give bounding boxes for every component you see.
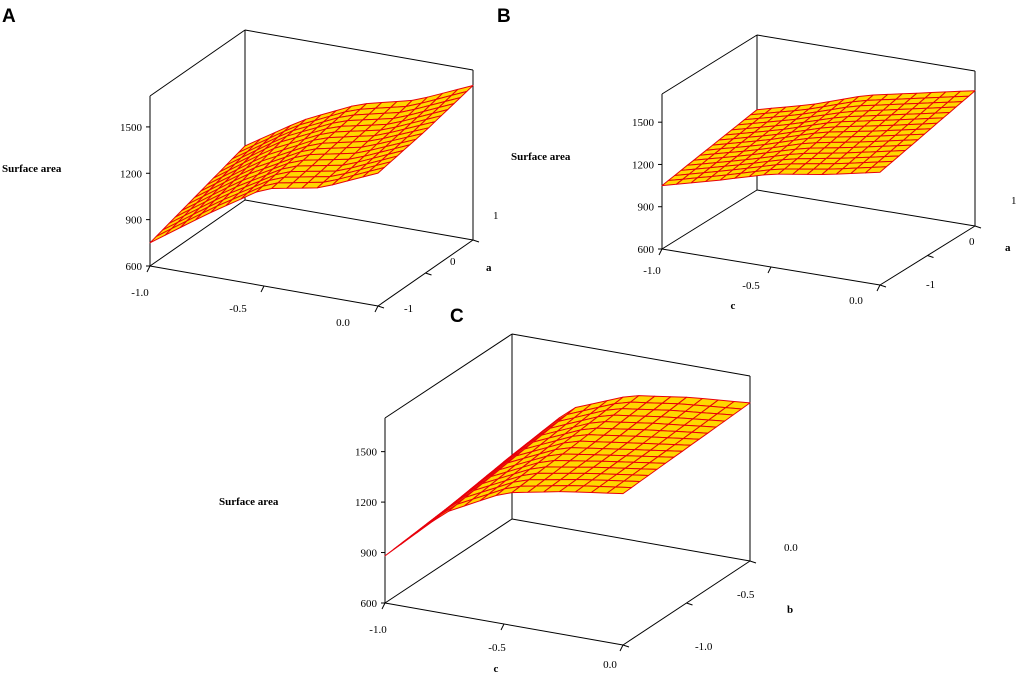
axis-line-base-left (661, 189, 758, 250)
panel-label: B (497, 6, 511, 27)
x-tick-label: -1.0 (131, 287, 149, 299)
x-tick-mark (658, 248, 663, 256)
top-edge-left (384, 333, 513, 419)
surface-cell (149, 228, 172, 244)
y-tick-label: -1 (404, 303, 413, 315)
surface-mesh (149, 85, 474, 244)
y-tick-label: 1 (493, 210, 499, 222)
x-tick-mark (374, 305, 379, 313)
y-tick-mark (377, 305, 385, 309)
surface-cell (606, 486, 632, 495)
y-tick-mark (686, 602, 693, 606)
x-tick-mark (619, 644, 624, 652)
x-tick-mark (381, 602, 386, 610)
x-tick-mark (500, 623, 505, 631)
surface-plot-b: B 600 900 1200 1500 Surface area -1.0 -0.5 0.0 -1… (497, 6, 1017, 312)
y-tick-mark (974, 225, 982, 229)
y-tick-label: 1 (1011, 195, 1017, 207)
z-tick-label: 1500 (355, 447, 378, 459)
top-edge-back (756, 34, 976, 72)
panel-label: C (450, 306, 464, 327)
z-tick-label: 1500 (120, 122, 143, 134)
z-tick-label: 1500 (632, 117, 655, 129)
axes-box (149, 29, 474, 307)
surface-plot-c: C 600 900 1200 1500 Surface area -1.0 -0.5 0.0 -1… (219, 306, 798, 675)
x-tick-label: 0.0 (336, 317, 350, 329)
x-tick-mark (767, 266, 772, 274)
x-axis-label: c (494, 663, 499, 675)
x-axis-label: c (731, 300, 736, 312)
z-tick-label: 1200 (355, 497, 378, 509)
y-tick-label: 0 (969, 236, 975, 248)
top-edge-left (149, 29, 246, 97)
z-tick-label: 1200 (120, 168, 143, 180)
x-tick-mark (876, 284, 881, 292)
y-tick-mark (472, 239, 480, 243)
y-tick-mark (927, 255, 934, 258)
surface-mesh (661, 90, 976, 187)
z-tick-label: 600 (361, 598, 378, 610)
surface-mesh (384, 395, 751, 557)
z-tick-label: 600 (638, 244, 655, 256)
y-tick-mark (879, 284, 887, 288)
x-tick-label: -0.5 (742, 280, 760, 292)
z-axis-label: Surface area (2, 163, 62, 175)
panel-label: A (2, 6, 16, 27)
z-tick-label: 900 (361, 548, 378, 560)
x-tick-label: -1.0 (369, 624, 387, 636)
surface-cell (362, 167, 385, 178)
top-edge-left (661, 34, 758, 95)
z-tick-label: 600 (126, 261, 143, 273)
z-tick-label: 1200 (632, 159, 655, 171)
x-tick-label: 0.0 (603, 659, 617, 671)
back-base-edge (244, 199, 474, 241)
z-tick-label: 900 (638, 202, 655, 214)
y-tick-mark (425, 272, 432, 276)
z-axis-label: Surface area (219, 496, 279, 508)
y-tick-label: -0.5 (737, 589, 755, 601)
x-tick-label: -0.5 (488, 642, 506, 654)
x-tick-label: -0.5 (229, 303, 247, 315)
z-tick-label: 900 (126, 215, 143, 227)
y-axis-label: a (486, 262, 492, 274)
x-tick-mark (146, 265, 151, 273)
axis-line-base-left (149, 199, 246, 267)
back-base-edge (756, 189, 976, 227)
y-tick-label: 0 (450, 256, 456, 268)
y-axis-label: a (1005, 242, 1011, 254)
x-tick-mark (260, 285, 265, 293)
top-edge-back (244, 29, 474, 71)
surface-cell (865, 166, 887, 174)
y-tick-label: -1.0 (695, 641, 713, 653)
top-edge-back (511, 333, 751, 377)
y-tick-label: 0.0 (784, 542, 798, 554)
y-tick-mark (749, 560, 757, 564)
x-tick-label: -1.0 (643, 265, 661, 277)
y-axis-label: b (787, 604, 793, 616)
x-tick-label: 0.0 (849, 295, 863, 307)
y-tick-mark (622, 644, 630, 648)
z-axis-label: Surface area (511, 151, 571, 163)
axis-line-base-left (384, 518, 513, 604)
y-tick-label: -1 (926, 279, 935, 291)
surface-plot-a: A 600 900 1200 1500 Surface area -1.0 -0.5 0.0 -1… (2, 6, 499, 329)
back-base-edge (511, 518, 751, 562)
